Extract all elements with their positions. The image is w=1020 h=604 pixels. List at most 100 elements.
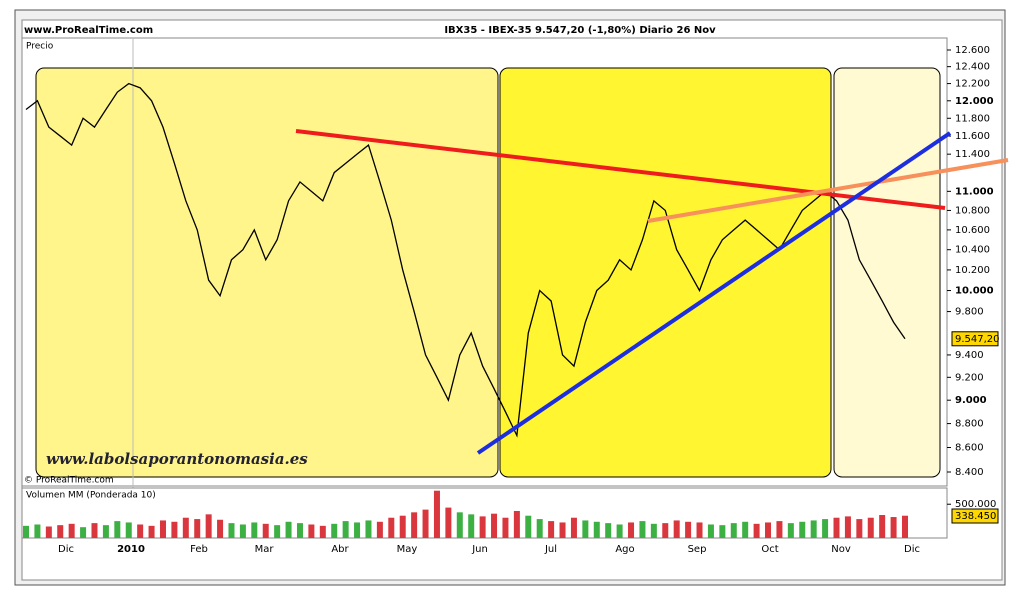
volume-bar (491, 513, 498, 538)
volume-bar (548, 521, 555, 538)
volume-bar (205, 514, 212, 538)
volume-bar (570, 517, 577, 538)
volume-bar (822, 519, 829, 538)
volume-bar (91, 523, 98, 538)
volume-bar (502, 517, 509, 538)
y-tick-label: 8.400 (955, 467, 984, 478)
trend-line (295, 129, 946, 210)
volume-bar (262, 523, 269, 538)
x-tick-label: Dic (58, 544, 74, 555)
volume-bar (833, 517, 840, 538)
copyright: © ProRealTime.com (24, 476, 114, 486)
volume-bar (765, 522, 772, 538)
volume-bar (902, 515, 908, 538)
volume-bar (319, 525, 326, 538)
volume-bar (787, 523, 794, 538)
x-tick-label: Dic (904, 544, 920, 555)
trend-line (647, 158, 1009, 223)
volume-bar (422, 509, 429, 538)
y-tick-label: 10.400 (955, 245, 990, 256)
x-tick-label: Mar (255, 544, 275, 555)
volume-bar (525, 515, 532, 538)
y-tick-label: 12.200 (955, 79, 990, 90)
volume-bar (376, 521, 383, 538)
volume-bar (114, 521, 121, 538)
y-tick-label: 11.800 (955, 113, 990, 124)
volume-bar (433, 490, 440, 538)
volume-bar (354, 522, 361, 538)
last-volume-box (951, 508, 999, 524)
volume-bar (159, 520, 166, 538)
volume-bar (182, 517, 189, 538)
volume-bar (68, 523, 75, 538)
x-tick-label: Sep (688, 544, 707, 555)
x-tick-label: Nov (831, 544, 851, 555)
volume-bar (411, 512, 418, 538)
zone (833, 67, 941, 478)
volume-bar (844, 516, 851, 538)
price-line (25, 82, 906, 438)
volume-bar (890, 517, 897, 538)
volume-bar (331, 523, 338, 538)
volume-bar (399, 515, 406, 538)
volume-bar (810, 520, 817, 538)
trend-line (476, 131, 952, 455)
volume-bar (639, 521, 646, 538)
volume-bar (34, 524, 41, 538)
volume-bar (57, 525, 64, 538)
y-tick-label: 12.000 (955, 96, 994, 107)
volume-bar (102, 525, 109, 538)
x-tick-label: Feb (190, 544, 208, 555)
volume-bar (80, 527, 87, 538)
volume-bar (719, 525, 726, 538)
volume-bar (799, 521, 806, 538)
volume-bar (468, 514, 475, 538)
y-tick-label: 11.400 (955, 149, 990, 160)
y-tick-label: 10.200 (955, 265, 990, 276)
volume-bar (593, 521, 600, 538)
y-tick-label: 8.600 (955, 443, 984, 454)
volume-bar (171, 521, 178, 538)
volume-bar (742, 521, 749, 538)
volume-bar (388, 517, 395, 538)
y-tick-label: 9.000 (955, 395, 987, 406)
x-tick-label: 2010 (117, 544, 145, 555)
y-tick-label: 9.200 (955, 372, 984, 383)
volume-bar (536, 519, 543, 538)
y-tick-label: 10.000 (955, 286, 994, 297)
volume-bar (125, 522, 132, 538)
volume-bar (707, 524, 714, 538)
y-tick-label: 500.000 (955, 499, 996, 510)
y-tick-label: 12.600 (955, 45, 990, 56)
volume-bar (559, 522, 566, 538)
volume-bar (445, 507, 452, 538)
volume-bar (274, 525, 281, 538)
volume-bar (285, 521, 292, 538)
volume-bar (217, 519, 224, 538)
y-label: Precio (26, 42, 54, 52)
x-tick-label: Ago (615, 544, 634, 555)
volume-bar (239, 524, 246, 538)
volume-bar (696, 522, 703, 538)
volume-bar (479, 516, 486, 538)
volume-bar (605, 523, 612, 538)
volume-bar (308, 524, 315, 538)
zone (499, 67, 832, 478)
volume-bar (296, 523, 303, 538)
volume-bar (662, 523, 669, 538)
x-tick-label: Abr (331, 544, 349, 555)
volume-title: Volumen MM (Ponderada 10) (26, 491, 156, 501)
volume-bar (342, 521, 349, 538)
y-tick-label: 11.000 (955, 186, 994, 197)
volume-bar (776, 521, 783, 538)
volume-bar (650, 523, 657, 538)
x-tick-label: Jul (544, 544, 557, 555)
volume-bar (685, 521, 692, 538)
volume-bar (628, 522, 635, 538)
volume-bar (513, 510, 520, 538)
watermark: www.labolsaporantonomasia.es (46, 450, 308, 468)
volume-bar (730, 523, 737, 538)
volume-bar (673, 520, 680, 538)
volume-bar (856, 519, 863, 538)
